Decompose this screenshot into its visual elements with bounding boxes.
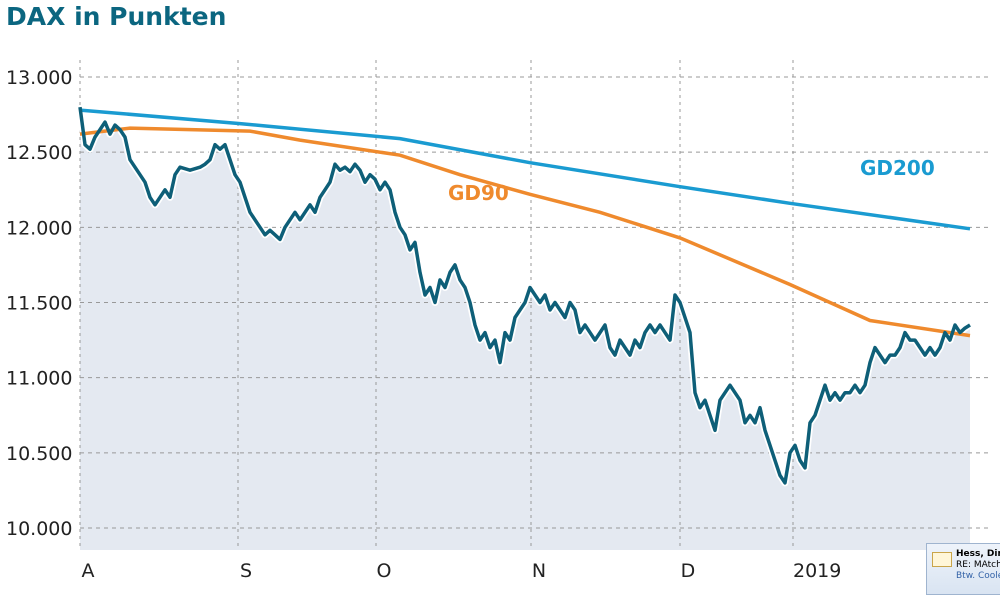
chart-title: DAX in Punkten <box>6 2 227 31</box>
notification-subject: RE: MAtch <box>956 560 1000 570</box>
envelope-icon <box>932 552 952 567</box>
y-tick-label: 13.000 <box>6 67 72 89</box>
x-tick-label: A <box>82 560 95 582</box>
x-tick-label: 2019 <box>793 560 841 582</box>
y-tick-label: 11.000 <box>6 368 72 390</box>
x-tick-label: O <box>377 560 392 582</box>
y-tick-label: 10.000 <box>6 518 72 540</box>
dax-chart: 10.000 10.500 11.000 11.500 12.000 12.500 13.0… <box>6 60 990 582</box>
notification-preview: Btw. Cooler <box>956 571 1000 581</box>
dax-line <box>78 106 971 485</box>
y-tick-label: 11.500 <box>6 293 72 315</box>
gd90-label: GD90 <box>448 181 509 205</box>
y-tick-label: 12.500 <box>6 142 72 164</box>
gd90-line <box>79 126 971 338</box>
x-tick-label: D <box>681 560 696 582</box>
y-tick-label: 10.500 <box>6 443 72 465</box>
notification-sender: Hess, Dirk <box>956 549 1000 559</box>
mail-notification[interactable]: Hess, Dirk RE: MAtch Btw. Cooler <box>926 543 1000 595</box>
x-tick-label: S <box>240 560 252 582</box>
gd200-label: GD200 <box>860 156 935 180</box>
gd200-line <box>79 108 971 231</box>
y-tick-label: 12.000 <box>6 217 72 239</box>
dax-area <box>80 107 970 550</box>
x-tick-label: N <box>532 560 546 582</box>
